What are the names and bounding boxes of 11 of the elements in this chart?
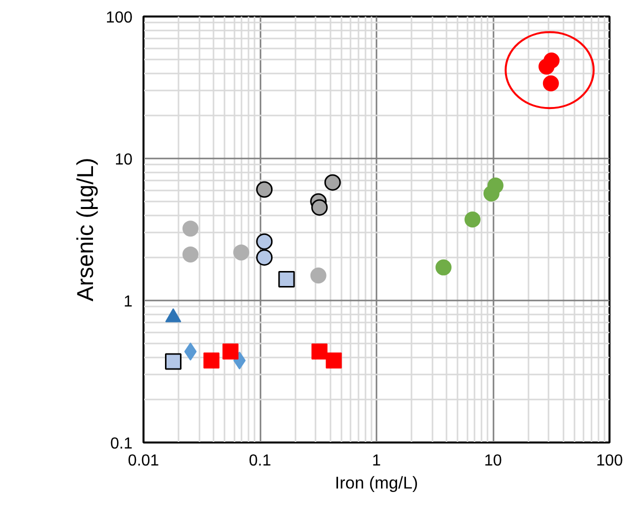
y-tick-label: 1 (124, 294, 133, 310)
x-tick-label: 10 (484, 452, 502, 470)
x-tick-label: 100 (596, 452, 623, 470)
y-tick-label: 100 (106, 10, 133, 26)
y-tick-label: 0.1 (110, 436, 133, 452)
y-tick-label: 10 (114, 152, 133, 168)
x-tick-label: 1 (372, 452, 382, 470)
x-axis-title: Iron (mg/L) (334, 474, 418, 492)
x-tick-label: 0.01 (128, 452, 160, 470)
x-tick-label: 0.1 (248, 452, 272, 470)
y-axis-title: Arsenic (µg/L) (72, 158, 98, 302)
